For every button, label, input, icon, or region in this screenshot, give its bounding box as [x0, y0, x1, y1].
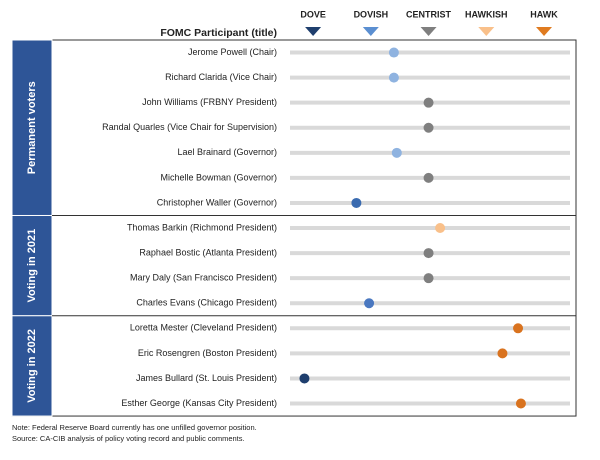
participant-label: Loretta Mester (Cleveland President)	[130, 323, 277, 333]
x-tick-label: HAWK	[530, 9, 558, 19]
participant-label: John Williams (FRBNY President)	[142, 97, 277, 107]
group-label: Permanent voters	[26, 81, 38, 174]
participant-label: Jerome Powell (Chair)	[188, 47, 277, 57]
participant-label: Thomas Barkin (Richmond President)	[127, 222, 277, 232]
dot	[423, 122, 434, 133]
dot	[364, 298, 375, 309]
column-header: FOMC Participant (title)	[160, 27, 277, 39]
group-band	[11, 214, 53, 317]
dot	[423, 248, 434, 259]
dot	[423, 172, 434, 183]
participant-label: Michelle Bowman (Governor)	[160, 172, 277, 182]
dot	[423, 97, 434, 108]
note: Note: Federal Reserve Board currently ha…	[12, 423, 257, 432]
x-tick-label: CENTRIST	[406, 9, 452, 19]
group-label: Voting in 2022	[26, 329, 38, 403]
x-tick-label: HAWKISH	[465, 9, 508, 19]
x-tick-label: DOVE	[300, 9, 326, 19]
dot	[513, 323, 524, 334]
participant-label: Christopher Waller (Governor)	[157, 197, 277, 207]
source: Source: CA-CIB analysis of policy voting…	[12, 434, 245, 443]
dot	[435, 223, 446, 234]
dot	[388, 72, 399, 83]
tick-marker	[362, 27, 379, 36]
group-band	[11, 315, 53, 417]
x-tick-label: DOVISH	[354, 9, 389, 19]
dot	[423, 273, 434, 284]
dot	[515, 398, 526, 409]
group-label: Voting in 2021	[26, 229, 38, 303]
dot	[299, 373, 310, 384]
participant-label: Charles Evans (Chicago President)	[136, 298, 277, 308]
dot	[497, 348, 508, 359]
participant-label: Raphael Bostic (Atlanta President)	[139, 247, 277, 257]
participant-label: Lael Brainard (Governor)	[177, 147, 277, 157]
tick-marker	[478, 27, 495, 36]
tick-marker	[420, 27, 437, 36]
participant-label: Richard Clarida (Vice Chair)	[165, 72, 277, 82]
dot	[388, 47, 399, 58]
participant-label: Randal Quarles (Vice Chair for Supervisi…	[102, 122, 277, 132]
participant-label: James Bullard (St. Louis President)	[136, 373, 277, 383]
participant-label: Esther George (Kansas City President)	[121, 398, 277, 408]
dot	[351, 197, 362, 208]
dot	[391, 147, 402, 158]
participant-label: Mary Daly (San Francisco President)	[130, 273, 277, 283]
tick-marker	[305, 27, 322, 36]
participant-label: Eric Rosengren (Boston President)	[138, 348, 277, 358]
tick-marker	[536, 27, 553, 36]
